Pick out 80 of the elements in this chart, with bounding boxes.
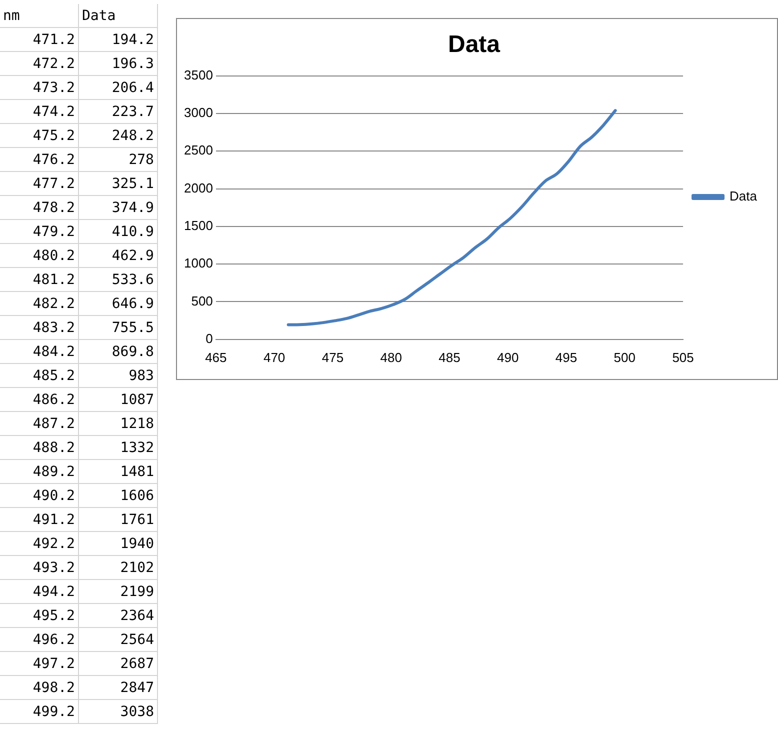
text: 533.6 [78, 268, 158, 292]
text: 2564 [78, 628, 158, 652]
text: 495.2 [0, 604, 78, 628]
text: nm [0, 4, 78, 28]
text: 2847 [78, 676, 158, 700]
x-tick-label: 505 [672, 350, 694, 365]
x-tick-label: 465 [205, 350, 227, 365]
text: Data [78, 4, 158, 28]
text: 493.2 [0, 556, 78, 580]
text: 499.2 [0, 700, 78, 724]
text: 1087 [78, 388, 158, 412]
y-tick-label: 1500 [184, 218, 213, 234]
text: 497.2 [0, 652, 78, 676]
text: 494.2 [0, 580, 78, 604]
chart-title: Data [448, 31, 501, 58]
text: 480.2 [0, 244, 78, 268]
text: 2102 [78, 556, 158, 580]
text: 483.2 [0, 316, 78, 340]
text: 1761 [78, 508, 158, 532]
text: 489.2 [0, 460, 78, 484]
text: 2687 [78, 652, 158, 676]
text: 477.2 [0, 172, 78, 196]
y-tick-label: 3500 [184, 67, 213, 82]
text: 223.7 [78, 100, 158, 124]
text: 476.2 [0, 148, 78, 172]
text: 498.2 [0, 676, 78, 700]
text: 278 [78, 148, 158, 172]
text: 471.2 [0, 28, 78, 52]
x-tick-label: 470 [263, 350, 286, 365]
text: 194.2 [78, 28, 158, 52]
text: 488.2 [0, 436, 78, 460]
text: 410.9 [78, 220, 158, 244]
text: 491.2 [0, 508, 78, 532]
text: 1606 [78, 484, 158, 508]
text: 484.2 [0, 340, 78, 364]
line-series [286, 109, 617, 326]
y-tick-label: 2000 [184, 180, 213, 196]
text: 196.3 [78, 52, 158, 76]
text: 492.2 [0, 532, 78, 556]
text: 869.8 [78, 340, 158, 364]
text: 496.2 [0, 628, 78, 652]
x-tick-label: 490 [497, 350, 519, 365]
text: 3038 [78, 700, 158, 724]
x-tick-label: 480 [380, 350, 402, 365]
x-tick-label: 475 [322, 350, 344, 365]
y-tick-label: 3000 [184, 105, 213, 120]
text: 325.1 [78, 172, 158, 196]
x-tick-label: 495 [555, 350, 578, 365]
text: 1332 [78, 436, 158, 460]
text: 490.2 [0, 484, 78, 508]
text: 374.9 [78, 196, 158, 220]
text: 474.2 [0, 100, 78, 124]
text: 1481 [78, 460, 158, 484]
y-tick-label: 1000 [184, 256, 213, 271]
text: 475.2 [0, 124, 78, 148]
text: 1940 [78, 532, 158, 556]
text: 206.4 [78, 76, 158, 100]
y-tick-label: 500 [191, 293, 213, 308]
text: 983 [78, 364, 158, 388]
text: 487.2 [0, 412, 78, 436]
text: 479.2 [0, 220, 78, 244]
text: 248.2 [78, 124, 158, 148]
x-tick-label: 500 [614, 350, 636, 365]
y-tick-label: 2500 [184, 142, 213, 158]
x-tick-label: 485 [438, 350, 460, 365]
legend-label: Data [730, 188, 758, 204]
text: 485.2 [0, 364, 78, 388]
text: 755.5 [78, 316, 158, 340]
text: 2199 [78, 580, 158, 604]
text: 462.9 [78, 244, 158, 268]
text: 2364 [78, 604, 158, 628]
text: 486.2 [0, 388, 78, 412]
text: 473.2 [0, 76, 78, 100]
text: 646.9 [78, 292, 158, 316]
y-tick-label: 0 [206, 330, 213, 346]
text: 478.2 [0, 196, 78, 220]
text: 482.2 [0, 292, 78, 316]
text: 472.2 [0, 52, 78, 76]
text: 1218 [78, 412, 158, 436]
text: 481.2 [0, 268, 78, 292]
